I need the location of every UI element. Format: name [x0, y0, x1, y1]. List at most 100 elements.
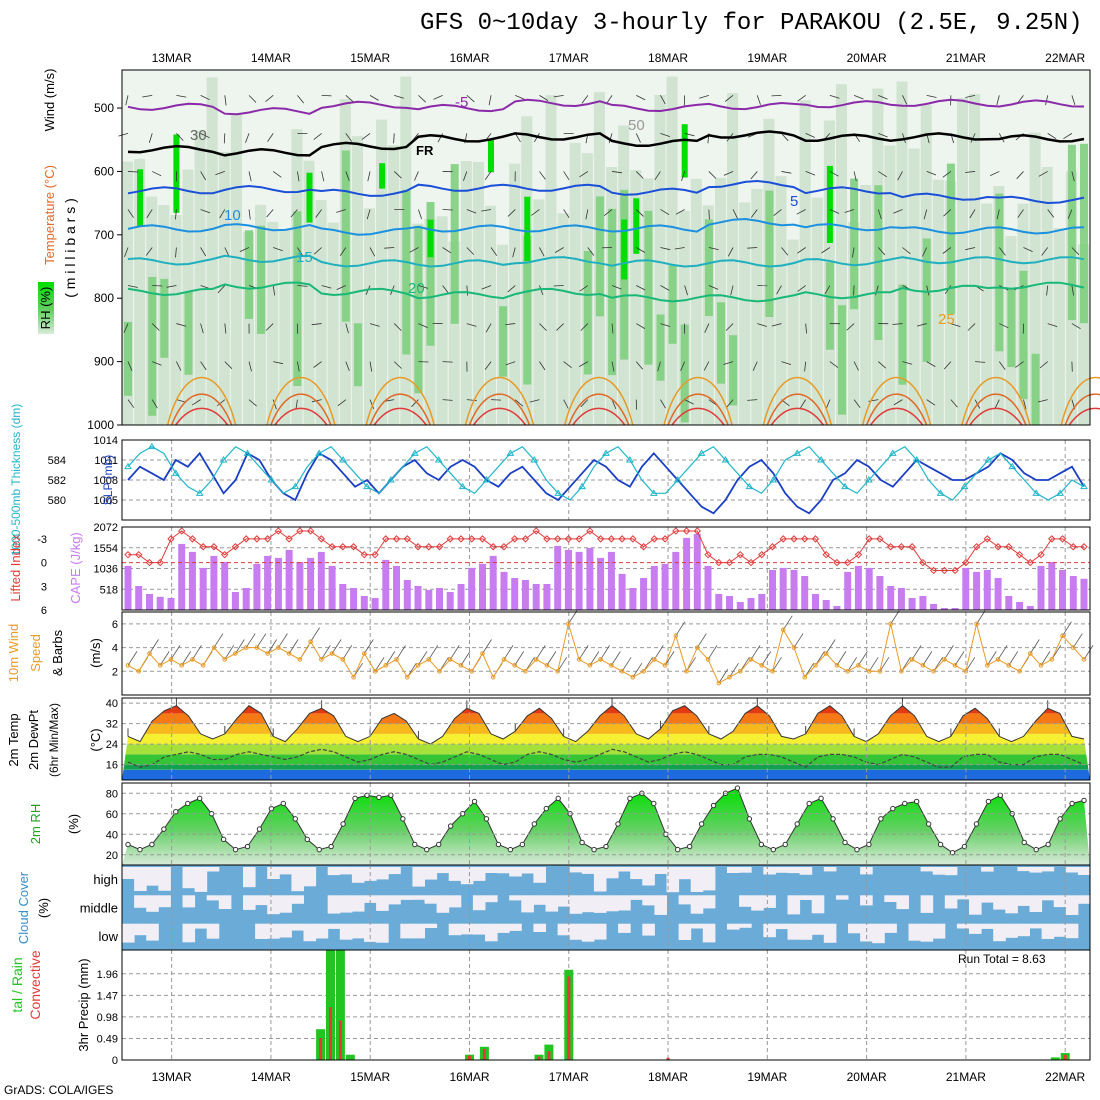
- rh-column-moist: [450, 164, 459, 324]
- wind-barb: [878, 94, 888, 100]
- wind-barb: [635, 361, 644, 370]
- cape-bar: [543, 584, 551, 610]
- wind-barb: [127, 209, 134, 218]
- wind-barb: [1016, 171, 1024, 180]
- lifted-index-marker: [296, 527, 304, 535]
- wind-barb: [1071, 171, 1075, 182]
- cloud-gap: [509, 923, 522, 931]
- thickness-marker: [387, 476, 395, 483]
- wind10m-marker: [157, 663, 163, 668]
- wind-barb: [409, 247, 419, 253]
- cloud-gap: [969, 895, 982, 915]
- upper-air-frame: [121, 69, 1091, 426]
- wind-barb: [239, 247, 250, 252]
- wind-barb: [488, 95, 492, 106]
- wind10m-marker: [222, 657, 227, 662]
- cape-bar: [135, 586, 143, 610]
- lifted-index-marker: [489, 543, 497, 551]
- cloud-gap: [206, 867, 220, 872]
- rh-column-moist: [1067, 144, 1076, 321]
- wind-barb: [969, 209, 976, 219]
- cape-bar: [339, 584, 347, 610]
- wind-barb: [297, 285, 308, 287]
- wind10m-marker: [308, 639, 313, 644]
- wind10m-barb: [793, 633, 804, 648]
- lifted-index-marker: [779, 535, 787, 543]
- cloud-gap: [606, 895, 619, 912]
- wind10m-marker: [834, 663, 840, 668]
- li-tick-label: 0: [41, 558, 47, 570]
- wind-barb: [248, 399, 257, 407]
- cloud-gap: [751, 895, 764, 911]
- rh2m-marker: [914, 798, 920, 805]
- lifted-index-marker: [210, 543, 218, 551]
- cloud-unit: (%): [36, 898, 51, 918]
- cloud-gap: [884, 895, 897, 902]
- wind-barb: [684, 399, 694, 405]
- cloud-gap: [509, 867, 522, 877]
- wind-barb: [797, 247, 806, 254]
- cape-tick-label: 2072: [94, 522, 118, 534]
- wind-barb: [611, 361, 615, 372]
- wind-barb: [902, 361, 913, 365]
- rh2m-marker: [675, 846, 681, 853]
- wind-barb: [394, 94, 404, 99]
- wind10m-marker: [1049, 657, 1055, 662]
- cloud-gap: [303, 867, 317, 887]
- wind-barb: [829, 171, 839, 177]
- lifted-index-marker: [543, 535, 551, 543]
- wind-barb: [636, 323, 646, 329]
- cape-bar: [446, 592, 454, 610]
- wind10m-barb: [159, 651, 170, 666]
- contour-label: 10: [224, 207, 241, 224]
- cloud-gap: [424, 895, 438, 904]
- rh2m-marker: [197, 795, 203, 802]
- wind-barb: [781, 361, 792, 365]
- thickness-marker: [506, 449, 515, 456]
- precip-tick-label: 0.49: [97, 1033, 118, 1045]
- cape-bar: [822, 600, 830, 610]
- wind-barb: [611, 285, 622, 290]
- wind10m-marker: [136, 668, 142, 674]
- cloud-gap: [799, 923, 813, 940]
- cape-bar: [393, 565, 400, 610]
- cloud-gap: [400, 895, 413, 900]
- cape-axis-title: CAPE (J/kg): [68, 532, 83, 604]
- wind-barb: [654, 171, 661, 181]
- wind-barb: [708, 247, 719, 250]
- cloud-gap: [460, 867, 474, 885]
- wind10m-barb: [729, 662, 739, 678]
- rh-column: [351, 136, 363, 425]
- wind10m-marker: [931, 668, 936, 674]
- wind10m-barb: [1029, 639, 1040, 654]
- lifted-index-marker: [886, 543, 895, 551]
- wind10m-barb: [181, 651, 192, 666]
- wind-barb: [505, 323, 516, 325]
- cloud-gap: [775, 923, 788, 930]
- cloud-gap: [763, 867, 776, 875]
- cloud-gap: [545, 895, 559, 912]
- cape-bar: [210, 555, 218, 610]
- rh-column-saturated: [427, 219, 434, 258]
- cape-bar: [876, 576, 884, 610]
- rh2m-marker: [591, 846, 597, 853]
- rh-column-moist: [341, 150, 350, 322]
- wind10m-barb: [718, 668, 729, 684]
- rh2m-marker: [615, 821, 621, 827]
- cape-bar: [586, 547, 594, 610]
- lifted-index-marker: [317, 535, 326, 543]
- date-tick-bottom: 22MAR: [1045, 1070, 1085, 1084]
- isotherm-loop: [369, 393, 431, 426]
- wind10m-barb: [321, 645, 331, 660]
- rh-column-saturated: [306, 172, 313, 223]
- cape-bar: [629, 588, 637, 610]
- cloud-gap: [739, 867, 752, 873]
- temp2m-axis-title-2: 2m DewPt: [26, 710, 41, 770]
- wind-barb: [466, 209, 477, 214]
- lifted-index-marker: [1069, 543, 1077, 551]
- lifted-index-marker: [435, 543, 444, 551]
- cloud-gap: [364, 895, 377, 903]
- date-tick-top: 14MAR: [251, 51, 291, 65]
- cloud-gap: [448, 895, 462, 908]
- rh2m-marker: [185, 800, 191, 807]
